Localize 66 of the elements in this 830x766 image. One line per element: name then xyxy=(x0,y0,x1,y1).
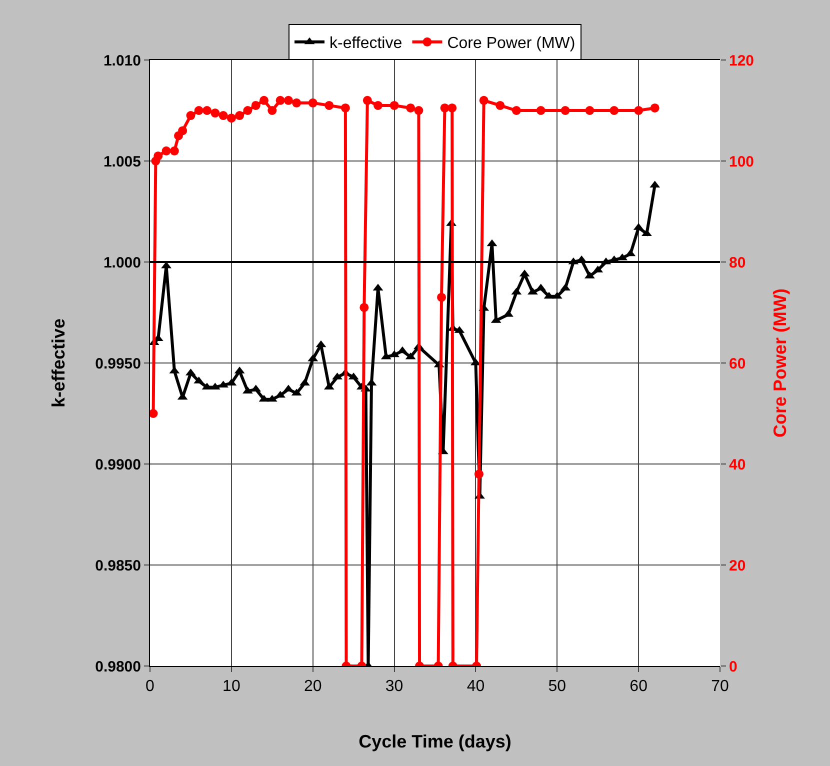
y2-tick-label: 120 xyxy=(729,52,754,70)
y-tick-label: 0.9900 xyxy=(95,456,141,474)
x-tick-label: 10 xyxy=(222,678,240,696)
point xyxy=(308,98,318,108)
point xyxy=(340,103,350,112)
y2-tick-label: 60 xyxy=(729,355,746,372)
point xyxy=(235,111,244,120)
y-tick-label: 0.9800 xyxy=(95,658,141,676)
point xyxy=(150,409,158,418)
point xyxy=(448,103,457,112)
point xyxy=(479,96,488,105)
x-tick-label: 70 xyxy=(711,678,729,696)
point xyxy=(210,108,220,118)
y2-tick-label: 40 xyxy=(729,456,746,474)
point xyxy=(437,292,446,302)
point xyxy=(374,100,382,110)
point xyxy=(170,146,179,156)
point xyxy=(251,100,260,110)
point xyxy=(218,111,228,120)
point xyxy=(276,96,285,105)
point xyxy=(650,103,660,112)
x-tick-label: 60 xyxy=(630,678,648,696)
point xyxy=(202,106,212,115)
point xyxy=(610,106,619,115)
point xyxy=(284,96,293,105)
point xyxy=(260,96,268,105)
point xyxy=(243,106,252,115)
y2-tick-label: 20 xyxy=(729,557,746,574)
legend-label: Core Power (MW) xyxy=(447,35,576,52)
point xyxy=(268,106,277,115)
point xyxy=(390,100,399,110)
y2-tick-label: 0 xyxy=(729,658,738,676)
point xyxy=(560,106,570,115)
point xyxy=(186,111,196,120)
point xyxy=(226,114,236,123)
point xyxy=(194,106,204,115)
y-tick-label: 0.9950 xyxy=(95,355,141,372)
point xyxy=(585,106,594,115)
point xyxy=(178,126,188,136)
point xyxy=(496,100,505,110)
x-tick-label: 50 xyxy=(548,678,566,696)
legend-label: k-effective xyxy=(330,35,402,52)
x-tick-label: 40 xyxy=(466,678,485,696)
point xyxy=(162,146,171,156)
y-axis-title: k-effective xyxy=(48,318,68,408)
x-axis-title: Cycle Time (days) xyxy=(358,731,512,752)
point xyxy=(414,106,424,115)
y-tick-label: 0.9850 xyxy=(95,557,141,574)
y2-tick-label: 100 xyxy=(729,153,754,170)
y2-axis-title: Core Power (MW) xyxy=(770,288,790,438)
point xyxy=(406,103,416,112)
y-tick-label: 1.010 xyxy=(103,52,141,70)
point xyxy=(536,106,546,115)
point xyxy=(512,106,521,115)
point xyxy=(324,100,334,110)
point xyxy=(634,106,644,115)
point xyxy=(362,96,372,105)
y-tick-label: 1.000 xyxy=(103,254,141,272)
point xyxy=(154,151,163,160)
y-tick-label: 1.005 xyxy=(103,153,141,170)
x-tick-label: 20 xyxy=(304,678,322,696)
point xyxy=(360,302,369,312)
point xyxy=(292,98,302,108)
y2-tick-label: 80 xyxy=(729,254,746,272)
x-tick-label: 30 xyxy=(385,678,404,696)
x-tick-label: 0 xyxy=(146,678,155,696)
